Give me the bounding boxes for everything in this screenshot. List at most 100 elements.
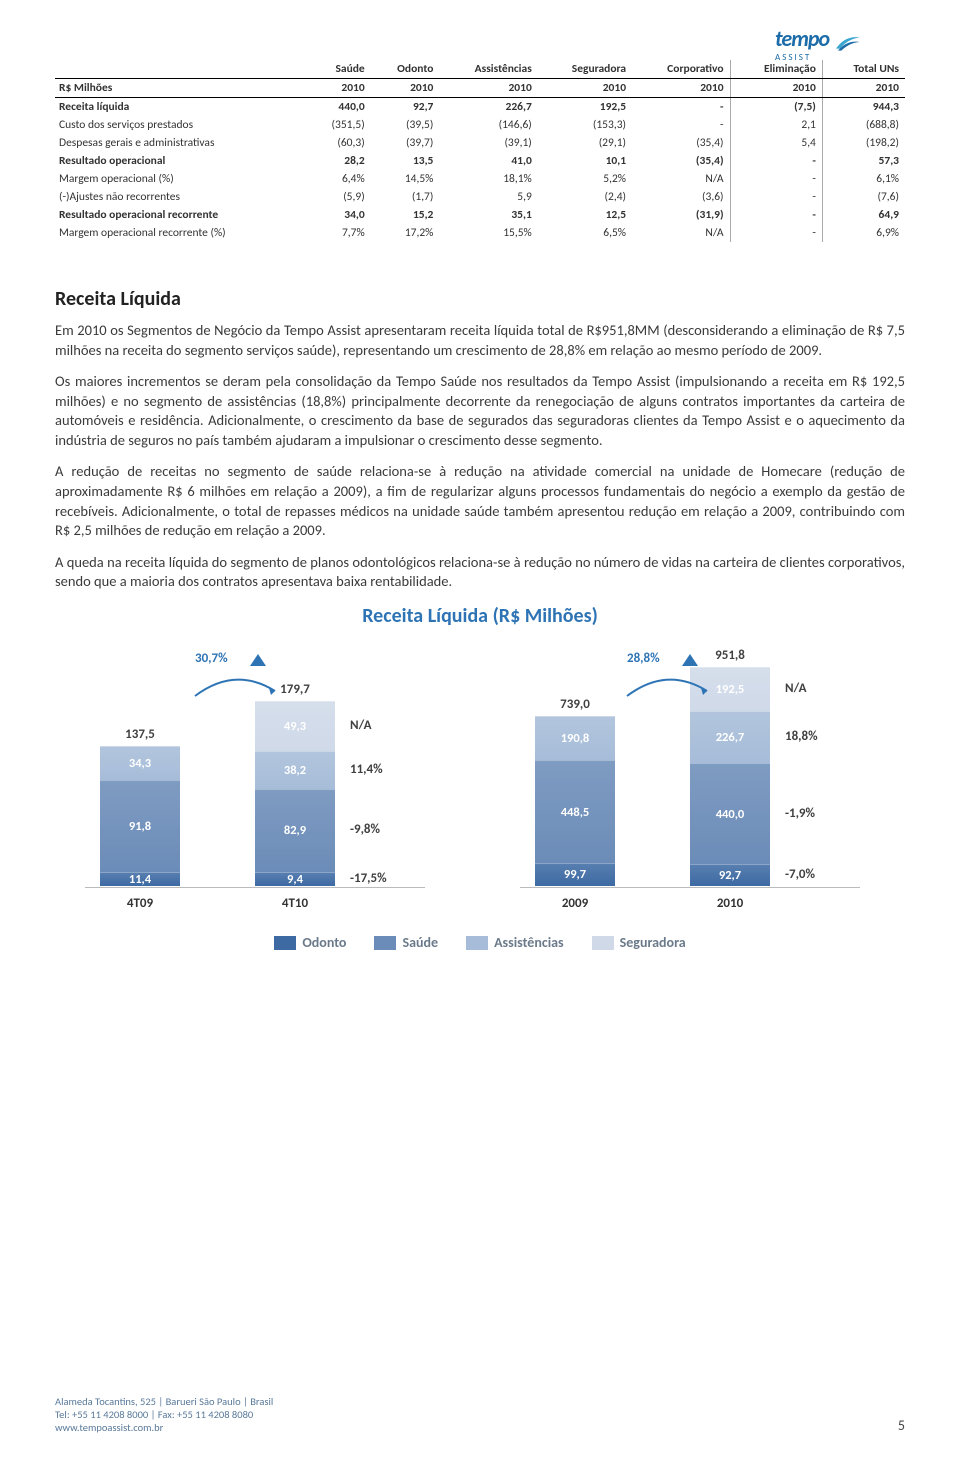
table-row: Resultado operacional28,213,541,010,1(35… (55, 152, 905, 170)
financials-table: Saúde Odonto Assistências Seguradora Cor… (55, 60, 905, 242)
logo-text: tempo (775, 25, 829, 52)
table-cell: - (730, 206, 822, 224)
col-unit: R$ Milhões (55, 79, 306, 98)
pct-label: 11,4% (350, 751, 387, 789)
bar-segment: 82,9 (255, 789, 335, 872)
bar-segment: 9,4 (255, 872, 335, 886)
footer-address: Alameda Tocantins, 525 | Barueri São Pau… (55, 1395, 905, 1408)
para-3: A redução de receitas no segmento de saú… (55, 462, 905, 540)
bar-segment: 38,2 (255, 751, 335, 789)
section-title-receita: Receita Líquida (55, 287, 905, 311)
legend-label: Assistências (494, 934, 564, 951)
legend-swatch (274, 936, 296, 950)
col-odonto: Odonto (371, 60, 440, 79)
table-cell: 6,9% (822, 224, 905, 242)
bar-segment: 91,8 (100, 780, 180, 872)
table-cell: (39,1) (439, 134, 537, 152)
table-cell: 92,7 (371, 98, 440, 117)
bar-group: 190,8448,599,7739,0 (535, 716, 615, 886)
col-assist: Assistências (439, 60, 537, 79)
table-cell: 7,7% (306, 224, 370, 242)
table-cell: 14,5% (371, 170, 440, 188)
bar-total-label: 137,5 (100, 727, 180, 742)
legend-item: Saúde (374, 934, 438, 951)
table-cell: 13,5 (371, 152, 440, 170)
table-cell: (35,4) (632, 152, 730, 170)
pct-label: -1,9% (785, 763, 818, 864)
table-cell: 192,5 (538, 98, 632, 117)
table-cell: (-)Ajustes não recorrentes (55, 188, 306, 206)
table-cell: - (730, 224, 822, 242)
page-footer: Alameda Tocantins, 525 | Barueri São Pau… (55, 1395, 905, 1434)
table-cell: (7,6) (822, 188, 905, 206)
para-1: Em 2010 os Segmentos de Negócio da Tempo… (55, 321, 905, 360)
table-cell: (146,6) (439, 116, 537, 134)
growth-label: 28,8% (627, 651, 660, 666)
bar-total-label: 951,8 (690, 648, 770, 663)
bar-total-label: 739,0 (535, 697, 615, 712)
col-saude: Saúde (306, 60, 370, 79)
table-cell: 15,5% (439, 224, 537, 242)
pct-label: 18,8% (785, 711, 818, 763)
page-number: 5 (898, 1417, 905, 1434)
table-cell: 226,7 (439, 98, 537, 117)
bar-segment: 34,3 (100, 746, 180, 780)
col-blank (55, 60, 306, 79)
axis-right (520, 887, 860, 888)
x-axis-label: 4T09 (100, 896, 180, 911)
table-cell: Despesas gerais e administrativas (55, 134, 306, 152)
pct-label: -7,0% (785, 864, 818, 885)
table-cell: (39,7) (371, 134, 440, 152)
table-cell: (35,4) (632, 134, 730, 152)
bar-group: 34,391,811,4137,5 (100, 746, 180, 886)
table-cell: (351,5) (306, 116, 370, 134)
table-row: Custo dos serviços prestados(351,5)(39,5… (55, 116, 905, 134)
pct-label: N/A (350, 701, 387, 750)
table-row: Resultado operacional recorrente34,015,2… (55, 206, 905, 224)
col-seguradora: Seguradora (538, 60, 632, 79)
bar-segment: 440,0 (690, 763, 770, 864)
revenue-chart: 34,391,811,4137,5 4T09 49,338,282,99,4179,… (55, 646, 905, 926)
growth-arc-icon (622, 671, 712, 701)
table-cell: (5,9) (306, 188, 370, 206)
table-header-row-2: R$ Milhões 2010 2010 2010 2010 2010 2010… (55, 79, 905, 98)
chart-title: Receita Líquida (R$ Milhões) (55, 604, 905, 628)
table-cell: Resultado operacional (55, 152, 306, 170)
swoosh-icon (833, 32, 863, 52)
bar-segment: 49,3 (255, 701, 335, 750)
table-row: Receita líquida440,092,7226,7192,5-(7,5)… (55, 98, 905, 117)
table-cell: (688,8) (822, 116, 905, 134)
table-row: Margem operacional (%)6,4%14,5%18,1%5,2%… (55, 170, 905, 188)
table-cell: - (730, 170, 822, 188)
table-cell: Custo dos serviços prestados (55, 116, 306, 134)
growth-arc-icon (190, 671, 280, 701)
legend-item: Odonto (274, 934, 346, 951)
table-cell: - (730, 152, 822, 170)
bar-segment: 92,7 (690, 864, 770, 885)
pct-label: -9,8% (350, 789, 387, 872)
table-cell: 15,2 (371, 206, 440, 224)
legend-label: Seguradora (620, 934, 686, 951)
legend-swatch (374, 936, 396, 950)
pct-label: -17,5% (350, 872, 387, 886)
table-cell: (29,1) (538, 134, 632, 152)
growth-arrow-icon (250, 654, 266, 666)
table-cell: 18,1% (439, 170, 537, 188)
table-cell: N/A (632, 170, 730, 188)
para-2: Os maiores incrementos se deram pela con… (55, 372, 905, 450)
table-cell: N/A (632, 224, 730, 242)
table-cell: 41,0 (439, 152, 537, 170)
table-cell: (39,5) (371, 116, 440, 134)
table-cell: (3,6) (632, 188, 730, 206)
para-4: A queda na receita líquida do segmento d… (55, 553, 905, 592)
table-cell: 5,2% (538, 170, 632, 188)
table-cell: 35,1 (439, 206, 537, 224)
footer-url[interactable]: www.tempoassist.com.br (55, 1421, 163, 1434)
table-cell: Margem operacional (%) (55, 170, 306, 188)
pct-column: N/A11,4%-9,8%-17,5% (350, 701, 387, 885)
bar-group: 49,338,282,99,4179,7 (255, 701, 335, 885)
table-cell: 2,1 (730, 116, 822, 134)
table-cell: 944,3 (822, 98, 905, 117)
legend-label: Odonto (302, 934, 346, 951)
table-cell: (1,7) (371, 188, 440, 206)
